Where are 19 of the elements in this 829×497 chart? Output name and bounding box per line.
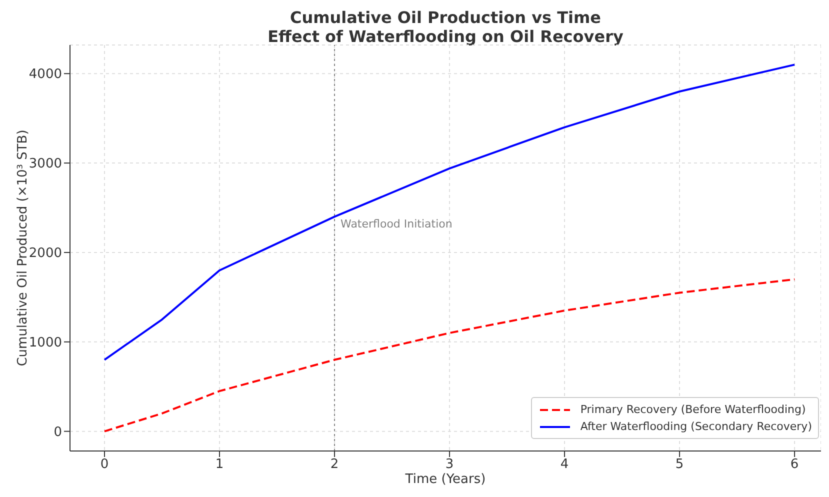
x-axis-title: Time (Years) bbox=[404, 472, 486, 487]
x-tick-label: 1 bbox=[215, 457, 224, 472]
ref-line-label: Waterflood Initiation bbox=[340, 218, 452, 231]
y-tick-label: 4000 bbox=[28, 67, 62, 82]
y-tick-label: 3000 bbox=[28, 156, 62, 172]
legend-label: Primary Recovery (Before Waterflooding) bbox=[580, 402, 806, 418]
legend-label: After Waterflooding (Secondary Recovery) bbox=[580, 419, 812, 435]
x-tick-label: 5 bbox=[675, 457, 684, 472]
x-tick-label: 6 bbox=[790, 457, 799, 472]
chart-title: Cumulative Oil Production vs Time Effect of Waterflooding on Oil Recovery bbox=[266, 8, 624, 46]
y-tick-label: 2000 bbox=[28, 246, 62, 262]
x-tick-label: 4 bbox=[560, 457, 569, 472]
line-series bbox=[104, 64, 796, 361]
y-axis-title: Cumulative Oil Produced (×10³ STB) bbox=[16, 130, 31, 366]
x-tick-label: 0 bbox=[100, 457, 109, 472]
x-tick-label: 2 bbox=[330, 457, 339, 472]
y-tick-label: 0 bbox=[54, 424, 62, 440]
x-tick-label: 3 bbox=[445, 457, 454, 472]
y-tick-label: 1000 bbox=[28, 336, 62, 351]
